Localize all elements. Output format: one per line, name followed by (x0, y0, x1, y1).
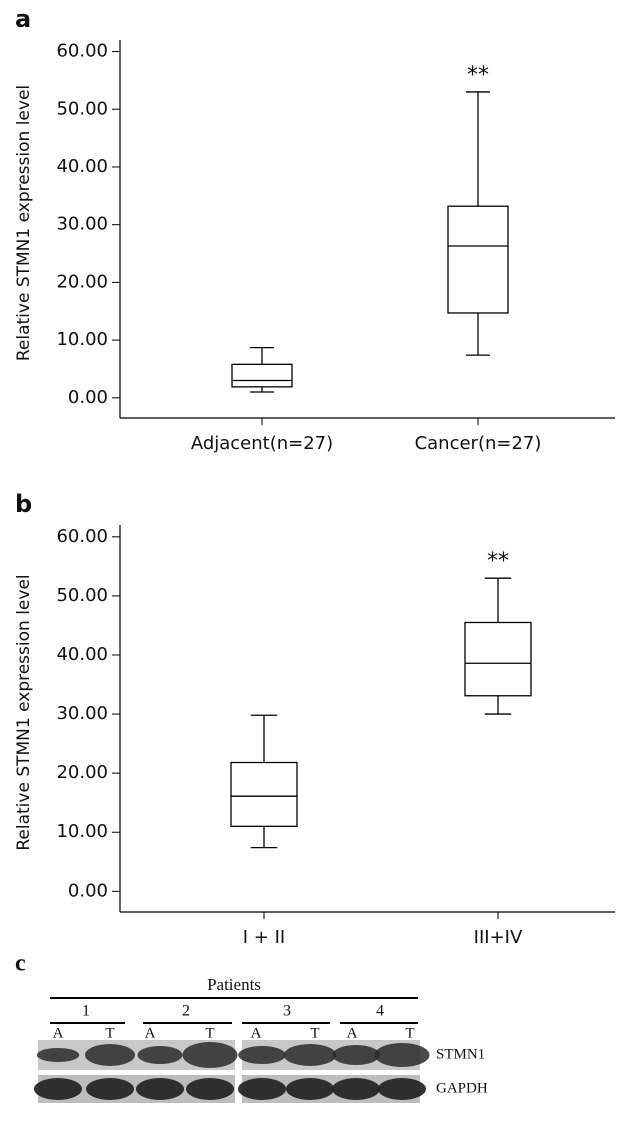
lane-label: A (347, 1025, 358, 1041)
band (284, 1044, 337, 1066)
box (448, 206, 508, 313)
y-tick-label: 30.00 (56, 214, 108, 235)
band (136, 1078, 184, 1100)
y-tick-label: 50.00 (56, 585, 108, 606)
band (183, 1042, 238, 1068)
y-tick-label: 40.00 (56, 644, 108, 665)
band (186, 1078, 234, 1100)
patient-number: 2 (182, 1003, 190, 1020)
significance: ** (487, 549, 509, 574)
lane-label: A (251, 1025, 262, 1041)
box (465, 622, 531, 695)
y-tick-label: 10.00 (56, 821, 108, 842)
band (332, 1078, 380, 1100)
band (238, 1046, 286, 1064)
significance: ** (467, 63, 489, 88)
lane-label: A (145, 1025, 156, 1041)
band (34, 1078, 82, 1100)
panel-label: b (15, 490, 32, 518)
lane-label: T (105, 1025, 114, 1041)
y-tick-label: 20.00 (56, 271, 108, 292)
band (378, 1078, 426, 1100)
band (375, 1043, 430, 1067)
lane-label: A (53, 1025, 64, 1041)
patient-number: 1 (82, 1003, 90, 1020)
lane-label: T (405, 1025, 414, 1041)
band (37, 1048, 80, 1062)
y-tick-label: 60.00 (56, 526, 108, 547)
y-tick-label: 40.00 (56, 156, 108, 177)
patient-number: 3 (283, 1003, 291, 1020)
band-label: GAPDH (436, 1080, 488, 1096)
y-axis-label: Relative STMN1 expression level (14, 574, 34, 850)
panel-label: c (15, 951, 26, 977)
figure: c Patients a Relative STMN1 expression le… (0, 0, 635, 1125)
band (86, 1078, 134, 1100)
x-tick-label: Adjacent(n=27) (191, 433, 333, 454)
y-tick-label: 20.00 (56, 762, 108, 783)
box (231, 763, 297, 827)
patient-number: 4 (376, 1003, 384, 1020)
band-label: STMN1 (436, 1046, 485, 1062)
lane-label: T (310, 1025, 319, 1041)
y-tick-label: 0.00 (68, 387, 108, 408)
lane-label: T (205, 1025, 214, 1041)
band (332, 1045, 380, 1065)
x-tick-label: Cancer(n=27) (415, 433, 542, 454)
band (138, 1046, 183, 1064)
box (232, 364, 292, 387)
band (238, 1078, 286, 1100)
panel-label: a (15, 5, 31, 33)
band (286, 1078, 334, 1100)
y-tick-label: 60.00 (56, 41, 108, 62)
y-tick-label: 10.00 (56, 329, 108, 350)
y-tick-label: 0.00 (68, 880, 108, 901)
y-axis-label: Relative STMN1 expression level (14, 85, 34, 361)
y-tick-label: 50.00 (56, 98, 108, 119)
band (85, 1044, 135, 1066)
blot-title: Patients (207, 975, 261, 994)
y-tick-label: 30.00 (56, 703, 108, 724)
x-tick-label: III+IV (474, 927, 523, 948)
x-tick-label: I + II (243, 927, 285, 948)
